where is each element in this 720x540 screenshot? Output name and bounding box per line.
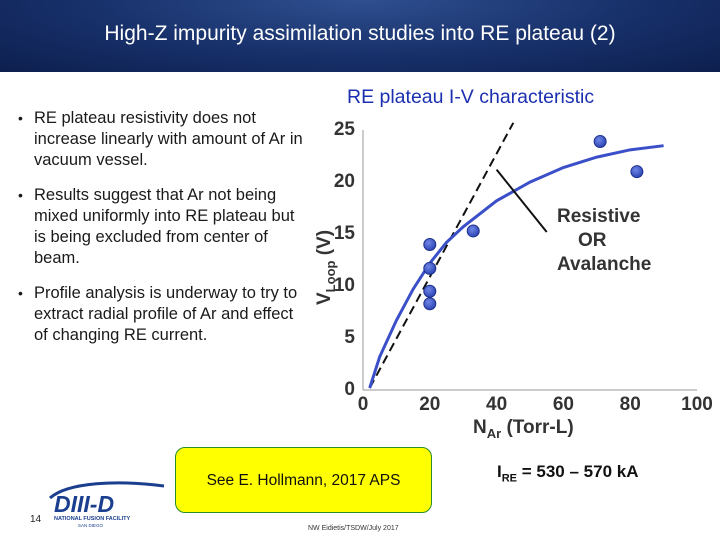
- x-tick-label: 40: [486, 394, 507, 415]
- current-sub: RE: [501, 472, 518, 485]
- footer-text: NW Eidietis/TSDW/July 2017: [308, 525, 399, 532]
- title-bar: High-Z impurity assimilation studies int…: [0, 0, 720, 72]
- page-number: 14: [30, 514, 42, 525]
- bullet-text: Results suggest that Ar not being mixed …: [34, 186, 295, 267]
- bullet-item: • Profile analysis is underway to try to…: [18, 283, 308, 346]
- y-axis-label-rest: (V): [314, 230, 335, 261]
- logo-caption: NATIONAL FUSION FACILITY: [54, 516, 131, 522]
- data-point: [423, 261, 437, 275]
- bullet-text: Profile analysis is underway to try to e…: [34, 284, 298, 344]
- current-note: IRE = 530 – 570 kA: [497, 462, 638, 484]
- x-axis-label: NAr (Torr-L): [473, 417, 574, 441]
- data-point: [423, 284, 437, 298]
- bullet-dot-icon: •: [18, 285, 23, 301]
- diii-d-logo: DIII-D NATIONAL FUSION FACILITY SAN DIEG…: [49, 481, 165, 528]
- y-tick-label: 15: [334, 223, 356, 244]
- x-tick-label: 100: [681, 394, 713, 415]
- x-tick-label: 20: [419, 394, 440, 415]
- data-point: [423, 297, 437, 311]
- chart-title: RE plateau I-V characteristic: [347, 86, 595, 108]
- chart-axes: [362, 130, 697, 391]
- annotation-arrow-line: [495, 168, 548, 233]
- slide-title: High-Z impurity assimilation studies int…: [104, 22, 616, 45]
- y-tick-label: 25: [334, 119, 356, 140]
- logo-sub: SAN DIEGO: [78, 523, 104, 528]
- linear-reference-line: [368, 122, 515, 389]
- bullet-text: RE plateau resistivity does not increase…: [34, 109, 303, 169]
- y-axis-label-main: V: [314, 292, 335, 305]
- data-point: [423, 237, 437, 251]
- data-point: [630, 165, 644, 179]
- y-axis-label: VLoop (V): [314, 230, 338, 305]
- bullet-dot-icon: •: [18, 110, 23, 126]
- data-point: [593, 135, 607, 149]
- current-label: I: [497, 462, 502, 481]
- annotation-avalanche: Avalanche: [557, 254, 651, 275]
- reference-box: See E. Hollmann, 2017 APS: [175, 447, 432, 513]
- y-axis-label-sub: Loop: [323, 260, 338, 292]
- y-tick-label: 0: [344, 379, 355, 400]
- x-axis-label-rest: (Torr-L): [501, 417, 573, 438]
- bullet-dot-icon: •: [18, 187, 23, 203]
- data-point: [466, 224, 480, 238]
- x-tick-label: 0: [358, 394, 369, 415]
- bullet-item: • Results suggest that Ar not being mixe…: [18, 185, 308, 269]
- x-tick-label: 60: [553, 394, 574, 415]
- x-tick-label: 80: [620, 394, 641, 415]
- logo-text: DIII-D: [54, 491, 114, 517]
- bullet-item: • RE plateau resistivity does not increa…: [18, 108, 308, 171]
- annotation-resistive: Resistive: [557, 206, 640, 227]
- reference-text: See E. Hollmann, 2017 APS: [206, 472, 401, 489]
- y-tick-label: 10: [334, 275, 355, 296]
- x-axis-label-sub: Ar: [487, 426, 501, 441]
- y-tick-label: 5: [344, 327, 355, 348]
- y-tick-label: 20: [334, 171, 355, 192]
- x-axis-label-main: N: [473, 417, 487, 438]
- bullet-list: • RE plateau resistivity does not increa…: [18, 108, 308, 360]
- logo-swoosh: [49, 481, 165, 500]
- fit-curve-line: [368, 144, 664, 389]
- current-value: = 530 – 570 kA: [517, 462, 639, 481]
- annotation-or: OR: [578, 230, 607, 251]
